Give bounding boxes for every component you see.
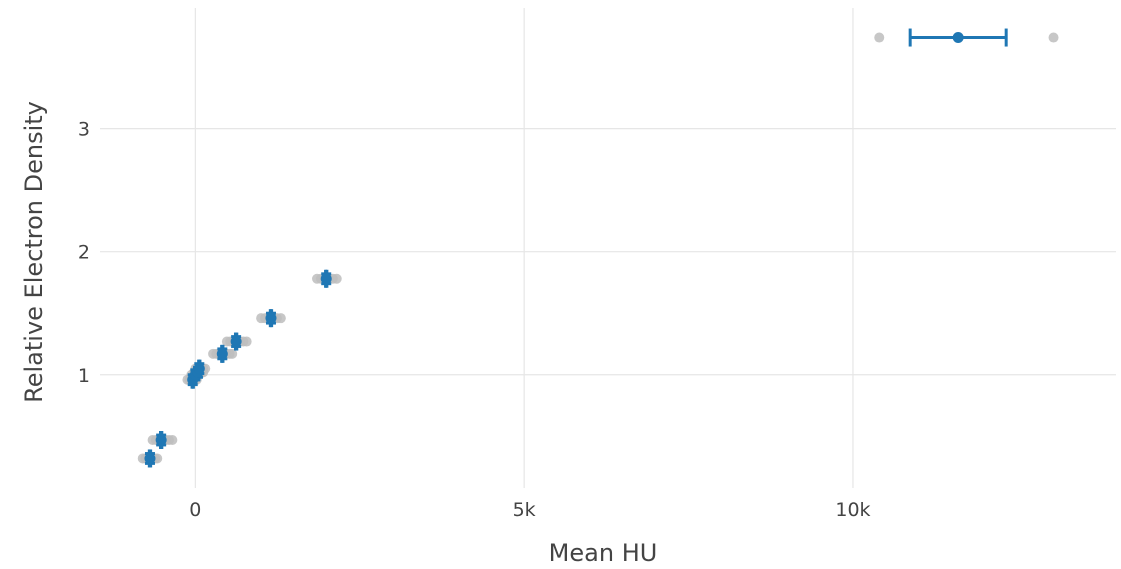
sample-point	[275, 313, 286, 324]
y-tick-label: 2	[78, 242, 90, 264]
sample-point	[331, 273, 342, 284]
y-axis-title: Relative Electron Density	[20, 101, 48, 403]
x-tick-label: 5k	[513, 499, 536, 521]
y-tick-labels: 1 2 3	[78, 119, 90, 387]
sample-point	[241, 336, 252, 347]
x-tick-label: 0	[189, 499, 201, 521]
sample-points	[137, 32, 1059, 464]
y-gridlines	[100, 128, 1116, 376]
x-axis-title: Mean HU	[549, 539, 658, 567]
mean-point	[265, 312, 277, 324]
y-tick-label: 1	[78, 365, 90, 387]
mean-point	[155, 434, 167, 446]
mean-point	[193, 363, 205, 375]
sample-point	[874, 32, 885, 43]
y-tick-label: 3	[78, 119, 90, 141]
x-tick-labels: 0 5k 10k	[189, 499, 870, 521]
mean-point	[144, 452, 156, 464]
mean-point	[216, 348, 228, 360]
sample-point	[1048, 32, 1059, 43]
mean-point	[952, 32, 964, 44]
sample-point	[227, 348, 238, 359]
sample-point	[167, 435, 178, 445]
error-bars	[144, 28, 1008, 468]
mean-point	[320, 273, 332, 285]
x-tick-label: 10k	[835, 499, 870, 521]
mean-point	[230, 336, 242, 348]
x-gridlines	[194, 8, 854, 488]
mean-points	[144, 32, 964, 464]
